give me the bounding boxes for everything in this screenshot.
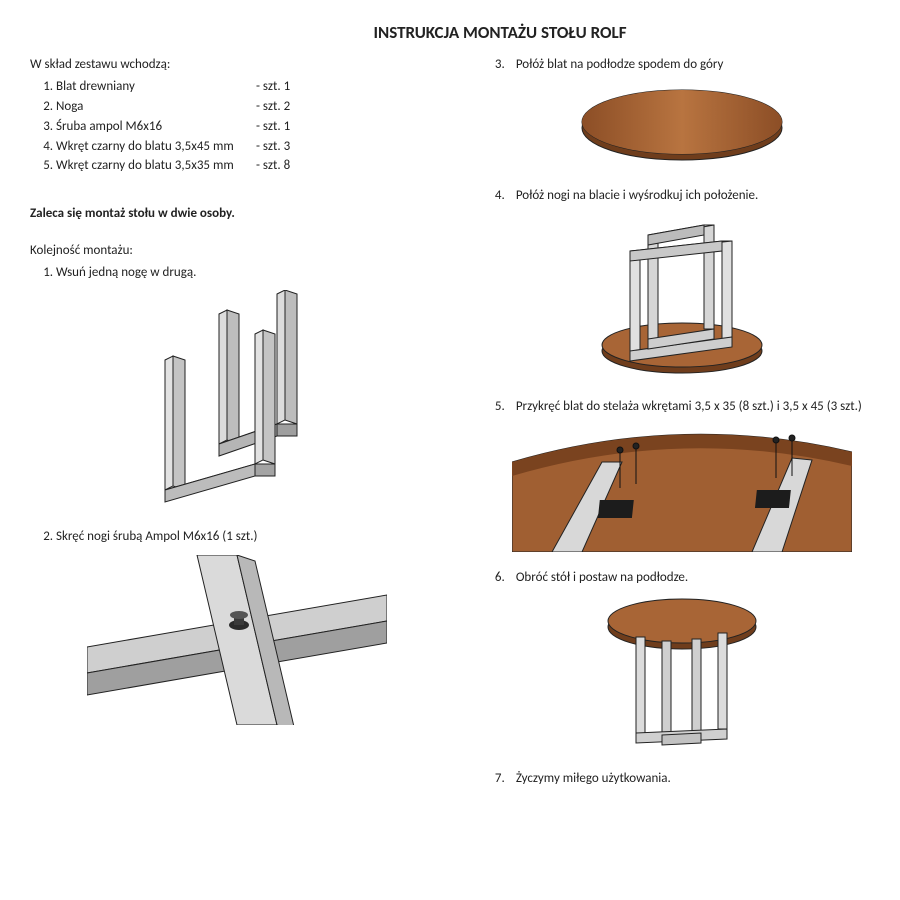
legs-on-top-icon: [582, 211, 782, 381]
step-3-num: 3.: [495, 57, 513, 72]
parts-intro: W skład zestawu wchodzą:: [30, 57, 445, 72]
part-qty: - szt. 1: [256, 78, 290, 97]
figure-step-1: [30, 290, 445, 510]
left-column: W skład zestawu wchodzą: Blat drewniany-…: [30, 57, 445, 794]
part-row: Noga- szt. 2: [56, 98, 445, 117]
part-name: Śruba ampol M6x16: [56, 118, 256, 137]
left-steps-list-2: Skręć nogi śrubą Ampol M6x16 (1 szt.): [56, 528, 445, 546]
step-2-text: Skręć nogi śrubą Ampol M6x16 (1 szt.): [56, 529, 257, 544]
parts-list: Blat drewniany- szt. 1 Noga- szt. 2 Śrub…: [56, 78, 445, 176]
left-steps-list: Wsuń jedną nogę w drugą.: [56, 264, 445, 282]
step-3: 3. Połóż blat na podłodze spodem do góry: [495, 57, 870, 72]
step-5-num: 5.: [495, 399, 513, 414]
figure-step-3: [495, 80, 870, 170]
part-name: Wkręt czarny do blatu 3,5x35 mm: [56, 157, 256, 176]
part-qty: - szt. 3: [256, 138, 290, 157]
step-1-text: Wsuń jedną nogę w drugą.: [56, 265, 196, 280]
page-title: INSTRUKCJA MONTAŻU STOŁU ROLF: [130, 22, 870, 43]
step-1: Wsuń jedną nogę w drugą.: [56, 264, 445, 282]
step-6: 6. Obróć stół i postaw na podłodze.: [495, 570, 870, 585]
step-6-num: 6.: [495, 570, 513, 585]
two-column-layout: W skład zestawu wchodzą: Blat drewniany-…: [30, 57, 870, 794]
step-6-text: Obróć stół i postaw na podłodze.: [516, 570, 688, 585]
bolt-closeup-icon: [87, 555, 387, 725]
finished-table-icon: [592, 593, 772, 753]
part-qty: - szt. 2: [256, 98, 290, 117]
step-5: 5. Przykręć blat do stelaża wkrętami 3,5…: [495, 399, 870, 414]
part-name: Noga: [56, 98, 256, 117]
sequence-heading: Kolejność montażu:: [30, 243, 445, 258]
legs-interlock-icon: [127, 290, 347, 510]
step-4-num: 4.: [495, 188, 513, 203]
step-7-text: Życzymy miłego użytkowania.: [516, 771, 671, 786]
part-qty: - szt. 8: [256, 157, 290, 176]
figure-step-6: [495, 593, 870, 753]
step-4-text: Połóż nogi na blacie i wyśrodkuj ich poł…: [516, 188, 758, 203]
figure-step-4: [495, 211, 870, 381]
part-row: Śruba ampol M6x16- szt. 1: [56, 118, 445, 137]
step-4: 4. Połóż nogi na blacie i wyśrodkuj ich …: [495, 188, 870, 203]
part-row: Blat drewniany- szt. 1: [56, 78, 445, 97]
right-steps-list: 3. Połóż blat na podłodze spodem do góry: [495, 57, 870, 786]
step-3-text: Połóż blat na podłodze spodem do góry: [516, 57, 724, 72]
figure-step-5: [495, 422, 870, 552]
part-qty: - szt. 1: [256, 118, 290, 137]
step-5-text: Przykręć blat do stelaża wkrętami 3,5 x …: [516, 399, 862, 414]
right-column: 3. Połóż blat na podłodze spodem do góry: [475, 57, 870, 794]
part-row: Wkręt czarny do blatu 3,5x45 mm- szt. 3: [56, 138, 445, 157]
step-2: Skręć nogi śrubą Ampol M6x16 (1 szt.): [56, 528, 445, 546]
step-7: 7. Życzymy miłego użytkowania.: [495, 771, 870, 786]
screw-plate-icon: [512, 422, 852, 552]
figure-step-2: [30, 555, 445, 725]
tabletop-oval-icon: [572, 80, 792, 170]
assembly-note: Zaleca się montaż stołu w dwie osoby.: [30, 206, 445, 221]
part-name: Wkręt czarny do blatu 3,5x45 mm: [56, 138, 256, 157]
step-7-num: 7.: [495, 771, 513, 786]
part-row: Wkręt czarny do blatu 3,5x35 mm- szt. 8: [56, 157, 445, 176]
part-name: Blat drewniany: [56, 78, 256, 97]
